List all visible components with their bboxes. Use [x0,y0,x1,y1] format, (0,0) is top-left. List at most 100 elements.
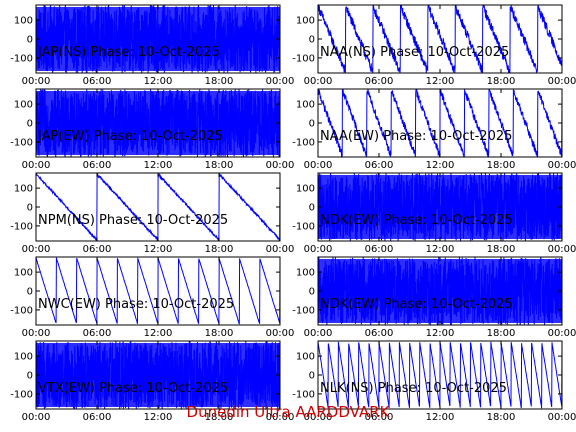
x-tick-label: 00:00 [304,412,333,423]
phase-trace [36,89,280,157]
x-tick-label: 00:00 [304,160,333,171]
chart-panel-8: 100 0 -100 00:00 06:00 12:00 18:00 00:00 NDK(EW)… [292,256,576,339]
x-tick-label: 18:00 [205,244,234,255]
y-tick-label: 0 [27,287,33,298]
y-tick-label: 0 [309,203,315,214]
chart-title: JAP(EW) Phase: 10-Oct-2025 [37,129,223,144]
x-tick-label: 00:00 [22,76,51,87]
y-tick-label: -100 [292,137,315,148]
y-tick-label: 100 [296,184,315,195]
y-tick-label: 100 [296,16,315,27]
x-tick-label: 18:00 [205,160,234,171]
x-tick-label: 12:00 [144,244,173,255]
x-tick-label: 12:00 [144,412,173,423]
chart-title: NAA(EW) Phase: 10-Oct-2025 [320,129,512,144]
y-tick-label: -100 [10,137,33,148]
phase-trace [318,5,562,73]
x-tick-label: 12:00 [426,76,455,87]
x-tick-label: 18:00 [487,328,516,339]
y-tick-label: 0 [309,35,315,46]
y-tick-label: 0 [27,371,33,382]
x-tick-label: 18:00 [205,412,234,423]
chart-title: NPM(NS) Phase: 10-Oct-2025 [38,213,228,228]
y-tick-label: -100 [10,305,33,316]
x-tick-label: 00:00 [22,328,51,339]
y-tick-label: 0 [309,287,315,298]
x-tick-label: 00:00 [266,328,295,339]
y-tick-label: -100 [10,53,33,64]
x-tick-label: 18:00 [487,412,516,423]
y-tick-label: -100 [292,389,315,400]
x-tick-label: 18:00 [487,160,516,171]
x-tick-label: 18:00 [205,328,234,339]
x-tick-label: 12:00 [426,412,455,423]
x-tick-label: 18:00 [205,76,234,87]
x-tick-label: 06:00 [83,160,112,171]
phase-trace [36,341,280,409]
chart-panel-6: 100 0 -100 00:00 06:00 12:00 18:00 00:00 NDK(EW)… [292,172,576,255]
chart-title: JAP(NS) Phase: 10-Oct-2025 [37,45,220,60]
phase-trace [36,173,280,241]
chart-title: NLK(NS) Phase: 10-Oct-2025 [320,381,507,396]
phase-trace [318,341,562,409]
x-tick-label: 18:00 [487,76,516,87]
y-tick-label: 0 [27,203,33,214]
footer-label: Dunedin Ultra AARDDVARK [186,403,390,421]
x-tick-label: 00:00 [304,328,333,339]
x-tick-label: 00:00 [304,76,333,87]
x-tick-label: 06:00 [365,412,394,423]
x-tick-label: 00:00 [548,412,576,423]
x-tick-label: 06:00 [83,244,112,255]
x-tick-label: 00:00 [22,160,51,171]
y-tick-label: 100 [14,268,33,279]
y-tick-label: 0 [309,371,315,382]
phase-trace [318,173,562,241]
x-tick-label: 00:00 [266,76,295,87]
y-tick-label: 100 [296,352,315,363]
chart-panel-9: 100 0 -100 00:00 06:00 12:00 18:00 00:00 VTX(EW)… [10,340,295,423]
phase-trace [318,257,562,325]
y-tick-label: 100 [296,268,315,279]
x-tick-label: 06:00 [83,412,112,423]
y-tick-label: 100 [14,16,33,27]
chart-panel-10: 100 0 -100 00:00 06:00 12:00 18:00 00:00 NLK(NS)… [292,340,576,423]
y-tick-label: 100 [14,184,33,195]
x-tick-label: 12:00 [144,76,173,87]
x-tick-label: 06:00 [83,76,112,87]
y-tick-label: 0 [309,119,315,130]
phase-trace [36,5,280,73]
chart-title: NWC(EW) Phase: 10-Oct-2025 [38,297,234,312]
x-tick-label: 12:00 [144,160,173,171]
x-tick-label: 18:00 [487,244,516,255]
x-tick-label: 00:00 [22,412,51,423]
y-tick-label: 100 [14,100,33,111]
x-tick-label: 00:00 [548,328,576,339]
chart-panel-7: 100 0 -100 00:00 06:00 12:00 18:00 00:00 NWC(EW)… [10,256,295,339]
x-tick-label: 12:00 [426,160,455,171]
y-tick-label: 100 [296,100,315,111]
y-tick-label: -100 [292,53,315,64]
chart-title: NDK(EW) Phase: 10-Oct-2025 [320,297,513,312]
chart-title: NDK(EW) Phase: 10-Oct-2025 [320,213,513,228]
x-tick-label: 12:00 [426,328,455,339]
x-tick-label: 06:00 [365,244,394,255]
y-tick-label: 100 [14,352,33,363]
x-tick-label: 06:00 [365,328,394,339]
chart-panel-3: 100 0 -100 00:00 06:00 12:00 18:00 00:00 JAP(EW)… [10,88,295,171]
y-tick-label: 0 [27,35,33,46]
x-tick-label: 06:00 [83,328,112,339]
x-tick-label: 00:00 [266,412,295,423]
chart-panel-1: 100 0 -100 00:00 06:00 12:00 18:00 00:00 JAP(NS)… [10,4,295,87]
x-tick-label: 06:00 [365,160,394,171]
phase-trace [318,89,562,157]
x-tick-label: 00:00 [266,160,295,171]
chart-panel-4: 100 0 -100 00:00 06:00 12:00 18:00 00:00 NAA(EW)… [292,88,576,171]
x-tick-label: 12:00 [426,244,455,255]
y-tick-label: -100 [292,221,315,232]
y-tick-label: -100 [10,389,33,400]
x-tick-label: 06:00 [365,76,394,87]
y-tick-label: -100 [10,221,33,232]
x-tick-label: 12:00 [144,328,173,339]
chart-panel-5: 100 0 -100 00:00 06:00 12:00 18:00 00:00 NPM(NS)… [10,172,294,255]
